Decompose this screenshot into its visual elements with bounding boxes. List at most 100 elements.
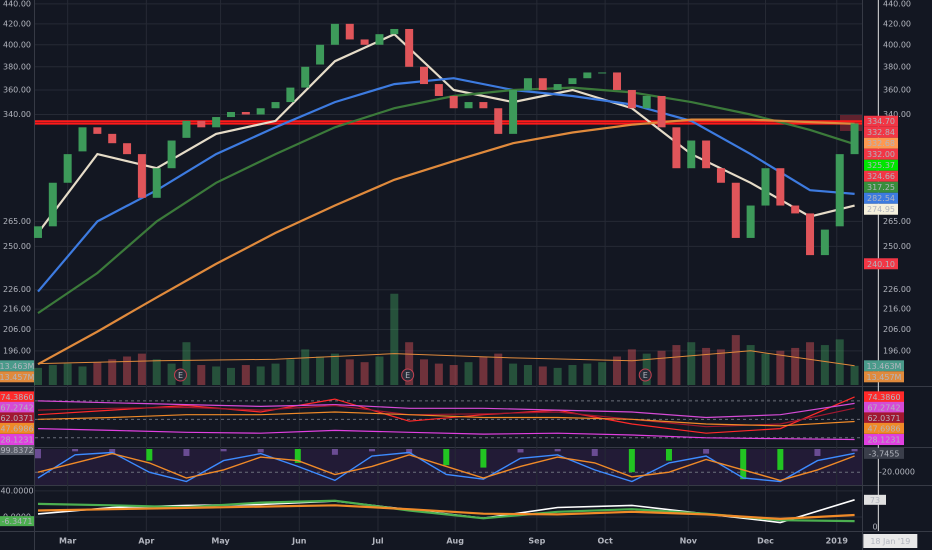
axis-label-box — [864, 192, 898, 204]
histogram-bar — [591, 449, 598, 456]
volume-bar — [226, 367, 235, 385]
axis-label-box — [864, 126, 898, 138]
histogram-bar — [554, 449, 561, 452]
line — [37, 428, 855, 441]
volume-bar — [464, 362, 473, 385]
axis-label-box — [0, 422, 34, 434]
candle — [835, 154, 844, 227]
axis-label: 13.457M — [0, 373, 35, 382]
axis-label-box — [864, 181, 898, 193]
volume-bar — [538, 366, 547, 385]
candle — [657, 95, 666, 128]
candle — [627, 89, 636, 109]
volume-bar — [78, 366, 87, 385]
axis-label-box — [864, 494, 886, 505]
histogram-bar — [814, 449, 821, 456]
volume-bar — [479, 356, 488, 385]
volume-bar — [63, 363, 72, 385]
axis-label: 28.1231 — [867, 436, 900, 445]
axis-label-box — [864, 360, 904, 372]
candle — [687, 140, 696, 169]
volume-bar — [420, 359, 429, 385]
candle — [820, 229, 829, 256]
candle — [152, 168, 161, 198]
y-tick-label: 420.00 — [883, 19, 911, 28]
line — [37, 396, 855, 434]
histogram-bar — [777, 449, 784, 470]
event-marker — [174, 368, 188, 382]
volume-bar — [182, 342, 191, 385]
y-tick-label: 380.00 — [883, 62, 911, 71]
y-tick-label: 400.00 — [3, 40, 31, 49]
histogram-bar — [257, 449, 264, 453]
candle — [716, 168, 725, 183]
x-tick-label: Nov — [680, 537, 698, 546]
volume-bar — [716, 349, 725, 385]
candle — [731, 182, 740, 238]
x-tick-label: Aug — [446, 537, 464, 546]
candle — [271, 102, 280, 109]
histogram-bar — [665, 449, 672, 461]
candle — [123, 143, 132, 155]
event-marker — [401, 368, 415, 382]
axis-label-box — [864, 422, 904, 434]
axis-label: 13.463M — [0, 362, 35, 371]
candle — [791, 205, 800, 214]
volume-bar — [167, 363, 176, 385]
axis-label: 334.70 — [867, 117, 895, 126]
volume-bar — [256, 366, 265, 385]
x-tick-label: Sep — [528, 537, 545, 546]
axis-label-box — [864, 434, 904, 446]
candle — [108, 133, 117, 144]
x-tick-label: Jun — [291, 537, 307, 546]
line — [37, 400, 855, 419]
axis-label: 332.68 — [867, 139, 895, 148]
volume-bar — [494, 353, 503, 385]
axis-label-box — [0, 445, 34, 455]
y-tick-label: 216.00 — [883, 305, 911, 314]
volume-bar — [241, 365, 250, 385]
axis-label-box — [864, 148, 898, 160]
volume-bar — [791, 347, 800, 385]
axis-label: 67.2742 — [0, 403, 33, 412]
candle — [226, 111, 235, 118]
candle — [509, 89, 518, 134]
x-tick-label: Jul — [371, 537, 384, 546]
line — [37, 350, 855, 367]
volume-bar — [301, 349, 310, 385]
volume-bar — [627, 349, 636, 385]
volume-bar — [776, 350, 785, 385]
volume-bar — [850, 365, 859, 385]
volume-bar — [93, 362, 102, 385]
candle — [538, 78, 547, 90]
axis-label-box — [0, 360, 34, 372]
candle — [212, 117, 221, 128]
candle — [523, 78, 532, 90]
y-tick-label: 226.00 — [883, 285, 911, 294]
axis-label: 73 — [870, 496, 880, 505]
candle — [568, 78, 577, 85]
histogram-bar — [331, 449, 338, 455]
volume-bar — [598, 362, 607, 385]
y-tick-label: 250.00 — [883, 242, 911, 251]
volume-bar — [197, 365, 206, 385]
x-tick-label: May — [211, 537, 230, 546]
candle — [256, 108, 265, 115]
volume-bar — [375, 356, 384, 385]
y-tick-label: 340.00 — [883, 110, 911, 119]
candle — [776, 168, 785, 206]
line — [37, 77, 855, 293]
volume-bar — [449, 365, 458, 385]
axis-label: 62.0371 — [0, 414, 33, 423]
x-tick-label: Dec — [757, 537, 774, 546]
axis-label-box — [864, 170, 898, 182]
y-tick-label: 360.00 — [3, 85, 31, 94]
volume-bar — [509, 363, 518, 385]
volume-bar — [152, 359, 161, 385]
y-tick-label: 250.00 — [3, 242, 31, 251]
candle — [746, 205, 755, 238]
axis-label: 74.3860 — [0, 393, 33, 402]
axis-label-box — [864, 401, 904, 413]
candle — [167, 140, 176, 169]
volume-bar — [731, 335, 740, 385]
